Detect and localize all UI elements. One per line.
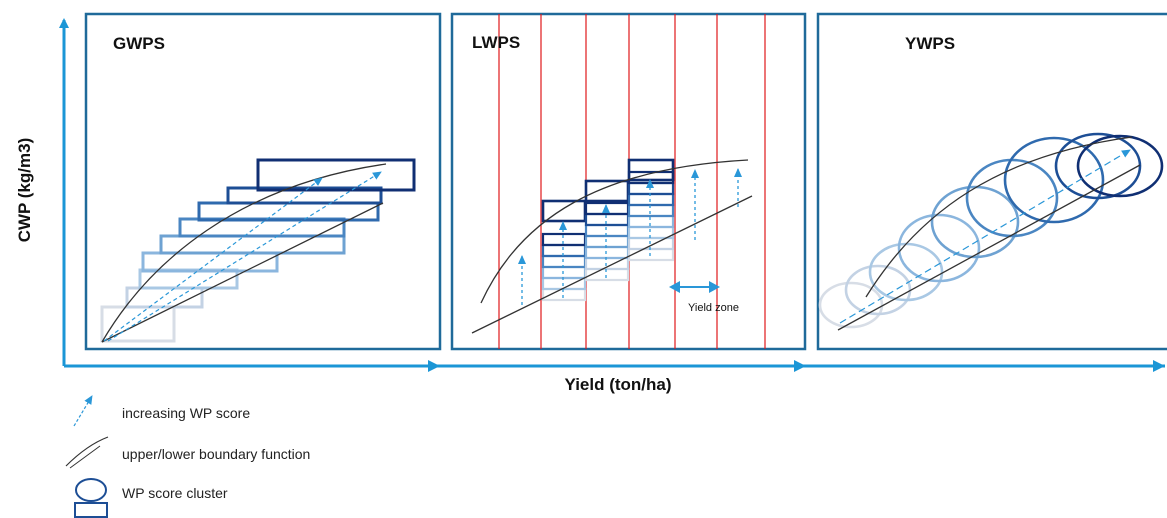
cluster-rect-icon bbox=[74, 502, 108, 518]
gwps-clusters bbox=[100, 158, 416, 343]
legend-item-cluster: WP score cluster bbox=[74, 478, 228, 518]
gwps-score-cluster bbox=[256, 158, 416, 192]
ywps-score-cluster bbox=[965, 158, 1059, 238]
yield-zone-arrow-right-head bbox=[709, 281, 720, 293]
panel-gwps: GWPS bbox=[84, 12, 442, 351]
x-axis-arrow-3 bbox=[1153, 360, 1165, 372]
lwps-score-cell bbox=[541, 243, 587, 258]
lwps-score-cell bbox=[584, 212, 630, 227]
lwps-score-cell bbox=[584, 223, 630, 238]
lwps-score-cell bbox=[627, 225, 675, 240]
lwps-score-cell bbox=[627, 236, 675, 251]
ywps-upper-boundary bbox=[865, 136, 1133, 298]
ywps-score-cluster bbox=[818, 281, 884, 329]
boundary-line-icon bbox=[69, 445, 101, 469]
y-axis-label: CWP (kg/m3) bbox=[15, 138, 34, 243]
gwps-score-cluster bbox=[226, 186, 383, 205]
gwps-score-cluster bbox=[141, 251, 279, 273]
lwps-score-cell bbox=[541, 265, 587, 280]
lwps-score-cell bbox=[627, 203, 675, 218]
dashed-arrow-icon bbox=[73, 395, 93, 427]
boundary-curve-icon bbox=[65, 436, 109, 467]
x-axis-arrow-1 bbox=[428, 360, 440, 372]
lwps-lower-boundary bbox=[471, 195, 753, 334]
lwps-score-cell bbox=[584, 245, 630, 260]
ywps-score-cluster bbox=[868, 242, 944, 302]
panel-gwps-title: GWPS bbox=[113, 34, 165, 53]
gwps-lower-boundary bbox=[101, 202, 384, 343]
lwps-score-arrows bbox=[518, 168, 742, 305]
yield-zone-arrow-left-head bbox=[669, 281, 680, 293]
ywps-lower-boundary bbox=[837, 164, 1141, 331]
gwps-score-cluster bbox=[178, 217, 346, 238]
lwps-score-cell bbox=[627, 192, 675, 207]
axes: Yield (ton/ha) CWP (kg/m3) bbox=[15, 18, 1165, 394]
ywps-clusters bbox=[818, 132, 1164, 329]
lwps-score-cell bbox=[627, 247, 675, 262]
gwps-score-cluster bbox=[197, 201, 380, 222]
legend: increasing WP score upper/lower boundary… bbox=[65, 395, 310, 518]
lwps-top-cell bbox=[584, 179, 630, 203]
panel-ywps-title: YWPS bbox=[905, 34, 955, 53]
panel-ywps: YWPS bbox=[816, 12, 1167, 351]
gwps-score-arrow-1 bbox=[103, 177, 323, 342]
ywps-score-cluster bbox=[930, 185, 1020, 259]
legend-label-score: increasing WP score bbox=[122, 405, 250, 421]
gwps-score-arrow-2 bbox=[107, 171, 382, 342]
ywps-score-cluster bbox=[897, 213, 981, 283]
gwps-upper-boundary bbox=[101, 163, 387, 343]
lwps-zone-lines bbox=[498, 14, 766, 349]
panel-ywps-frame bbox=[816, 12, 1167, 351]
x-axis-arrow-2 bbox=[794, 360, 806, 372]
lwps-score-cell bbox=[541, 254, 587, 269]
cluster-ellipse-icon bbox=[75, 478, 107, 502]
lwps-score-cell bbox=[541, 232, 587, 247]
legend-item-score: increasing WP score bbox=[73, 395, 250, 427]
panel-lwps-title: LWPS bbox=[472, 33, 520, 52]
ywps-score-cluster bbox=[1003, 136, 1105, 224]
panel-gwps-frame bbox=[84, 12, 442, 351]
lwps-score-cell bbox=[584, 201, 630, 216]
legend-item-boundary: upper/lower boundary function bbox=[65, 436, 310, 469]
panel-lwps: LWPS Yield zone bbox=[450, 12, 807, 351]
legend-label-boundary: upper/lower boundary function bbox=[122, 446, 310, 462]
lwps-score-cell bbox=[584, 234, 630, 249]
ywps-score-cluster bbox=[1054, 132, 1142, 200]
lwps-score-cell bbox=[627, 181, 675, 196]
lwps-upper-boundary bbox=[480, 159, 749, 304]
x-axis-label: Yield (ton/ha) bbox=[564, 375, 671, 394]
yield-zone-label: Yield zone bbox=[688, 302, 739, 314]
legend-label-cluster: WP score cluster bbox=[122, 485, 228, 501]
ywps-score-cluster bbox=[1076, 134, 1164, 198]
ywps-score-arrow bbox=[839, 149, 1131, 324]
lwps-score-cell bbox=[627, 214, 675, 229]
